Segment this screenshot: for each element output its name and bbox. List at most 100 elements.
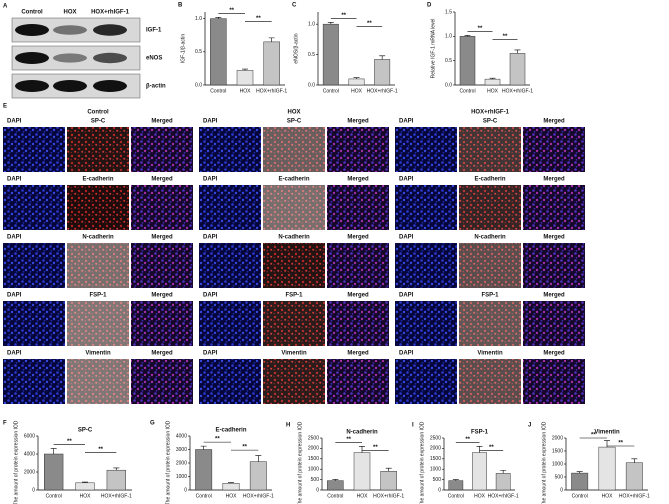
- y-tick-label: 1000: [552, 461, 563, 467]
- bar: [598, 446, 616, 491]
- x-tick-label: HOX+rhIGF-1: [256, 88, 287, 94]
- image-label: Vimentin: [85, 351, 111, 357]
- image-label: Merged: [543, 177, 565, 183]
- bar: [322, 23, 339, 86]
- micrograph: [523, 301, 585, 346]
- blot-band: [53, 53, 87, 63]
- image-label: Merged: [151, 119, 173, 125]
- bar: [353, 452, 371, 491]
- y-tick-label: 1.0: [195, 16, 202, 22]
- image-label: DAPI: [7, 119, 22, 125]
- micrograph: [131, 185, 193, 230]
- micrograph: [523, 243, 585, 288]
- bar: [75, 482, 95, 491]
- x-tick-label: HOX: [474, 493, 486, 499]
- y-tick-label: 2500: [308, 435, 319, 441]
- image-label: SP-C: [287, 119, 302, 125]
- x-tick-label: HOX+rhIGF-1: [502, 88, 533, 94]
- x-tick-label: HOX: [80, 493, 92, 499]
- bar: [236, 70, 254, 86]
- micrograph: [3, 301, 65, 346]
- y-tick-label: 4000: [24, 451, 35, 457]
- y-tick-label: 1.0: [445, 34, 452, 40]
- error-bar: [332, 479, 339, 481]
- x-tick-label: HOX: [226, 493, 238, 499]
- image-label: DAPI: [203, 235, 218, 241]
- significance-label: **: [242, 445, 247, 451]
- y-axis-title: The amount of protein expression IOD: [13, 420, 19, 504]
- group-label: Control: [87, 110, 109, 116]
- error-bar: [215, 17, 222, 19]
- micrograph: [327, 243, 389, 288]
- micrograph: [199, 359, 261, 404]
- x-tick-label: HOX: [240, 88, 252, 94]
- y-tick-label: 0.0: [195, 82, 202, 88]
- y-tick-label: 1500: [430, 456, 441, 462]
- y-tick-label: 1000: [176, 474, 187, 480]
- error-bar: [379, 55, 386, 60]
- micrograph: [67, 127, 129, 172]
- y-tick-label: 1500: [308, 456, 319, 462]
- blot-band: [15, 80, 49, 92]
- significance-label: **: [503, 34, 508, 40]
- error-bar: [385, 467, 392, 472]
- y-tick-label: 0: [438, 487, 441, 493]
- micrograph: [3, 359, 65, 404]
- y-tick-label: 500: [311, 477, 320, 483]
- y-tick-label: 0.5: [445, 58, 452, 64]
- significance-label: **: [591, 433, 596, 439]
- bar: [459, 36, 476, 86]
- panel-label: B: [178, 3, 183, 9]
- x-tick-label: HOX+rhIGF-1: [243, 493, 274, 499]
- image-label: DAPI: [399, 351, 414, 357]
- micrograph: [327, 185, 389, 230]
- y-axis-title: eNOS/β-actin: [293, 33, 299, 63]
- micrograph: [131, 243, 193, 288]
- error-bar: [353, 77, 360, 79]
- y-tick-label: 0: [32, 487, 35, 493]
- micrograph: [199, 243, 261, 288]
- panel-label: D: [427, 3, 432, 9]
- error-bar: [50, 448, 57, 454]
- significance-label: **: [98, 447, 103, 453]
- image-label: DAPI: [7, 177, 22, 183]
- image-label: Merged: [347, 119, 369, 125]
- panel-label: I: [412, 423, 414, 429]
- bar: [327, 480, 344, 491]
- blot-row-label: β-actin: [146, 84, 166, 90]
- image-label: SP-C: [91, 119, 106, 125]
- significance-label: **: [215, 437, 220, 443]
- y-tick-label: 1000: [308, 467, 319, 473]
- x-tick-label: Control: [459, 88, 475, 94]
- significance-label: **: [229, 8, 234, 14]
- image-label: DAPI: [7, 235, 22, 241]
- image-label: DAPI: [203, 177, 218, 183]
- significance-label: **: [618, 441, 623, 447]
- bar: [509, 53, 526, 86]
- x-tick-label: Control: [327, 493, 343, 499]
- panel-label: E: [3, 104, 7, 110]
- micrograph: [67, 243, 129, 288]
- x-tick-label: Control: [210, 88, 226, 94]
- error-bar: [514, 49, 521, 54]
- image-label: Vimentin: [281, 351, 307, 357]
- image-label: N-cadherin: [474, 235, 506, 241]
- image-label: Merged: [347, 351, 369, 357]
- chart-title: FSP-1: [471, 430, 489, 436]
- y-axis-title: IGF-1/β-actin: [180, 34, 186, 63]
- image-label: DAPI: [203, 119, 218, 125]
- micrograph: [67, 301, 129, 346]
- image-label: Merged: [543, 293, 565, 299]
- y-tick-label: 0: [184, 487, 187, 493]
- micrograph: [199, 185, 261, 230]
- significance-label: **: [256, 16, 261, 22]
- y-tick-label: 0: [316, 487, 319, 493]
- image-label: DAPI: [203, 293, 218, 299]
- image-label: Merged: [151, 293, 173, 299]
- micrograph: [395, 359, 457, 404]
- x-tick-label: HOX: [351, 88, 363, 94]
- y-tick-label: 1.5: [445, 9, 452, 15]
- x-tick-label: HOX: [487, 88, 499, 94]
- error-bar: [200, 445, 207, 450]
- bar: [195, 449, 213, 491]
